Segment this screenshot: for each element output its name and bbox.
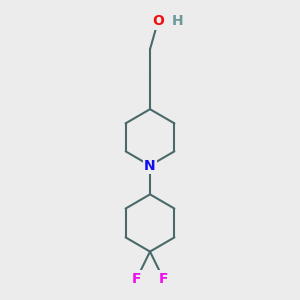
Text: F: F (159, 272, 168, 286)
Text: H: H (172, 14, 183, 28)
Text: N: N (144, 158, 156, 172)
Text: F: F (132, 272, 141, 286)
Text: O: O (152, 14, 164, 28)
